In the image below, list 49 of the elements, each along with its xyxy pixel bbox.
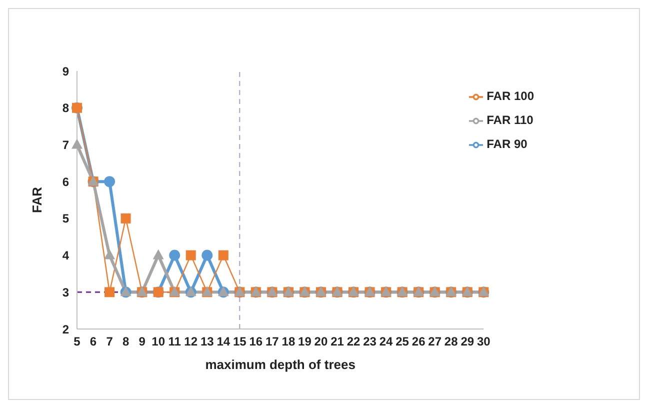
point — [152, 249, 164, 260]
x-tick-label: 14 — [216, 334, 230, 349]
x-tick-label: 28 — [444, 334, 458, 349]
y-tick-label: 3 — [62, 285, 70, 300]
x-tick-label: 12 — [184, 334, 198, 349]
point — [104, 287, 115, 298]
x-tick-label: 9 — [138, 334, 146, 349]
x-tick-label: 13 — [200, 334, 214, 349]
y-tick-label: 2 — [62, 322, 70, 336]
x-tick-label: 20 — [314, 334, 328, 349]
y-tick-label: 5 — [62, 212, 70, 226]
x-tick-label: 21 — [330, 334, 344, 349]
point — [104, 176, 116, 188]
point — [120, 213, 131, 224]
legend-label: FAR 100 — [486, 89, 534, 103]
y-tick-label: 6 — [62, 174, 70, 189]
x-tick-label: 15 — [232, 334, 247, 349]
legend-label: FAR 90 — [486, 137, 528, 151]
y-tick-label: 9 — [62, 64, 70, 78]
x-tick-label: 5 — [74, 334, 81, 349]
x-tick-label: 25 — [396, 334, 410, 349]
y-axis-title: FAR — [30, 186, 45, 213]
legend-label: FAR 110 — [486, 113, 534, 127]
point — [218, 250, 228, 260]
point — [169, 250, 180, 261]
x-tick-label: 11 — [168, 334, 182, 349]
x-tick-label: 23 — [363, 334, 377, 349]
x-tick-label: 17 — [266, 334, 280, 349]
point — [186, 250, 196, 260]
y-tick-label: 4 — [62, 248, 70, 263]
x-tick-label: 6 — [90, 334, 97, 349]
x-tick-label: 26 — [412, 334, 426, 349]
x-tick-label: 16 — [249, 334, 263, 349]
y-tick-label: 7 — [62, 138, 70, 152]
x-tick-label: 18 — [282, 334, 296, 349]
x-tick-label: 8 — [122, 334, 130, 349]
x-tick-label: 22 — [346, 334, 361, 349]
point — [104, 249, 116, 260]
point — [72, 138, 82, 149]
point — [202, 250, 213, 261]
x-tick-label: 30 — [476, 334, 491, 349]
x-tick-label: 7 — [106, 334, 114, 349]
x-tick-label: 27 — [428, 334, 442, 349]
x-tick-label: 29 — [460, 334, 474, 349]
y-tick-label: 8 — [62, 101, 70, 116]
x-tick-label: 19 — [298, 334, 312, 349]
x-tick-label: 10 — [152, 334, 166, 349]
x-tick-label: 24 — [379, 334, 394, 349]
x-axis-title: maximum depth of trees — [205, 357, 356, 372]
